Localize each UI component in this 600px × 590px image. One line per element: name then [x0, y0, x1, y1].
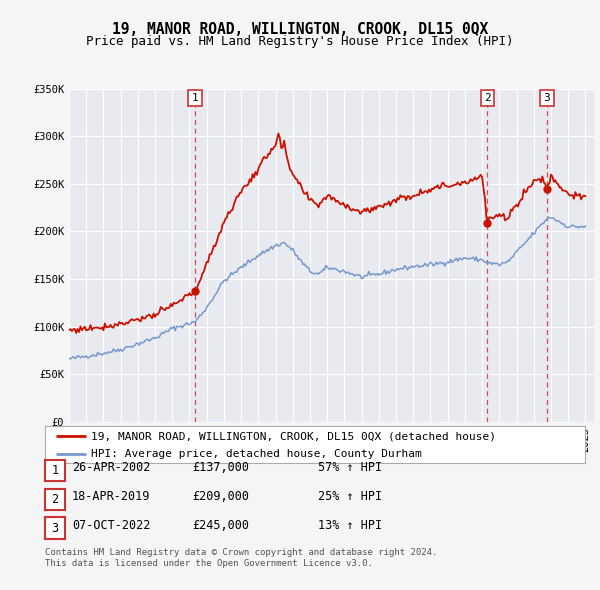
Text: 2: 2 — [52, 493, 58, 506]
Text: HPI: Average price, detached house, County Durham: HPI: Average price, detached house, Coun… — [91, 449, 422, 459]
Text: 2: 2 — [484, 93, 491, 103]
Text: 26-APR-2002: 26-APR-2002 — [72, 461, 151, 474]
Text: Price paid vs. HM Land Registry's House Price Index (HPI): Price paid vs. HM Land Registry's House … — [86, 35, 514, 48]
Text: 18-APR-2019: 18-APR-2019 — [72, 490, 151, 503]
Text: This data is licensed under the Open Government Licence v3.0.: This data is licensed under the Open Gov… — [45, 559, 373, 568]
Text: £245,000: £245,000 — [192, 519, 249, 532]
Text: 13% ↑ HPI: 13% ↑ HPI — [318, 519, 382, 532]
Text: 3: 3 — [544, 93, 550, 103]
Text: 07-OCT-2022: 07-OCT-2022 — [72, 519, 151, 532]
Text: 3: 3 — [52, 522, 58, 535]
Text: 1: 1 — [192, 93, 199, 103]
Text: 25% ↑ HPI: 25% ↑ HPI — [318, 490, 382, 503]
Text: Contains HM Land Registry data © Crown copyright and database right 2024.: Contains HM Land Registry data © Crown c… — [45, 548, 437, 557]
Text: 57% ↑ HPI: 57% ↑ HPI — [318, 461, 382, 474]
Text: £209,000: £209,000 — [192, 490, 249, 503]
Text: 1: 1 — [52, 464, 58, 477]
Text: £137,000: £137,000 — [192, 461, 249, 474]
Text: 19, MANOR ROAD, WILLINGTON, CROOK, DL15 0QX (detached house): 19, MANOR ROAD, WILLINGTON, CROOK, DL15 … — [91, 431, 496, 441]
Text: 19, MANOR ROAD, WILLINGTON, CROOK, DL15 0QX: 19, MANOR ROAD, WILLINGTON, CROOK, DL15 … — [112, 22, 488, 37]
